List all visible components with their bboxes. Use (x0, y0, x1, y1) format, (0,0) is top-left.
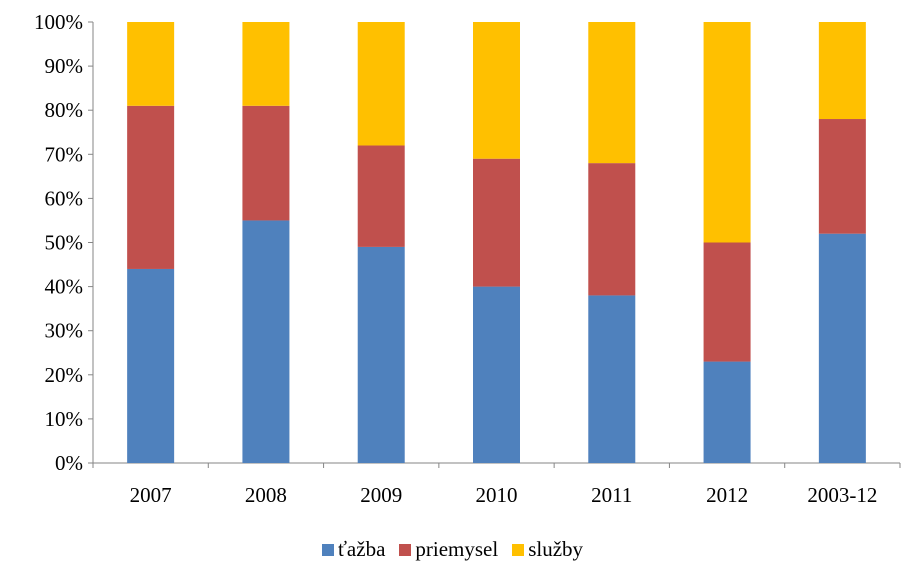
bar-segment (818, 119, 866, 234)
y-tick-label: 0% (55, 451, 83, 475)
bar-segment (357, 246, 405, 463)
bar-segment (588, 163, 636, 296)
bar-segment (703, 22, 751, 243)
y-tick-label: 80% (45, 98, 84, 122)
bars (127, 22, 866, 463)
bar-segment (127, 268, 175, 463)
y-tick-labels: 0% 10% 20% 30% 40% 50% 60% 70% 80% 90% 100% (34, 10, 83, 475)
bar-segment (703, 361, 751, 463)
legend-item-sluzby: služby (512, 537, 583, 562)
x-tick-label: 2007 (130, 483, 172, 507)
x-tick-label: 2010 (476, 483, 518, 507)
bar-segment (242, 105, 290, 221)
x-tick-labels: 2007 2008 2009 2010 2011 2012 2003-12 (130, 483, 878, 507)
bar-segment (588, 22, 636, 164)
legend-label-sluzby: služby (528, 537, 584, 561)
bar-segment (703, 242, 751, 362)
y-tick-label: 10% (45, 407, 84, 431)
bar-segment (357, 22, 405, 146)
bar-segment (357, 145, 405, 247)
legend-label-priemysel: priemysel (415, 537, 499, 561)
legend: ťažba priemysel služby (0, 537, 905, 562)
x-tick-label: 2011 (591, 483, 632, 507)
legend-item-tazba: ťažba (321, 537, 386, 562)
y-tick-label: 70% (45, 142, 84, 166)
bar-segment (127, 105, 175, 269)
y-tick-label: 60% (45, 186, 84, 210)
bar-segment (473, 22, 520, 159)
bar-segment (818, 233, 866, 463)
y-tick-label: 20% (45, 363, 84, 387)
y-tick-label: 90% (45, 54, 84, 78)
bar-segment (473, 286, 520, 463)
bar-segment (242, 220, 290, 463)
x-tick-label: 2009 (360, 483, 402, 507)
legend-swatch-tazba (321, 543, 334, 556)
y-tick-label: 30% (45, 319, 84, 343)
bar-segment (588, 295, 636, 463)
legend-swatch-priemysel (399, 543, 412, 556)
x-tick-label: 2008 (245, 483, 287, 507)
bar-segment (473, 158, 520, 287)
legend-item-priemysel: priemysel (399, 537, 498, 562)
legend-swatch-sluzby (512, 543, 525, 556)
y-tick-label: 100% (34, 10, 83, 34)
x-tick-label: 2012 (706, 483, 748, 507)
y-tick-label: 40% (45, 275, 84, 299)
bar-segment (127, 22, 175, 106)
x-tick-label: 2003-12 (807, 483, 877, 507)
bar-segment (242, 22, 290, 106)
y-tick-label: 50% (45, 231, 84, 255)
bar-segment (818, 22, 866, 120)
legend-label-tazba: ťažba (337, 537, 386, 561)
